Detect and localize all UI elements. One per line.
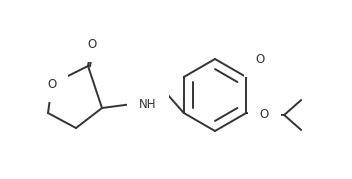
Text: NH: NH xyxy=(139,98,157,110)
Text: O: O xyxy=(256,52,265,66)
Text: O: O xyxy=(48,78,57,91)
Text: O: O xyxy=(87,37,97,50)
Text: O: O xyxy=(259,108,269,120)
